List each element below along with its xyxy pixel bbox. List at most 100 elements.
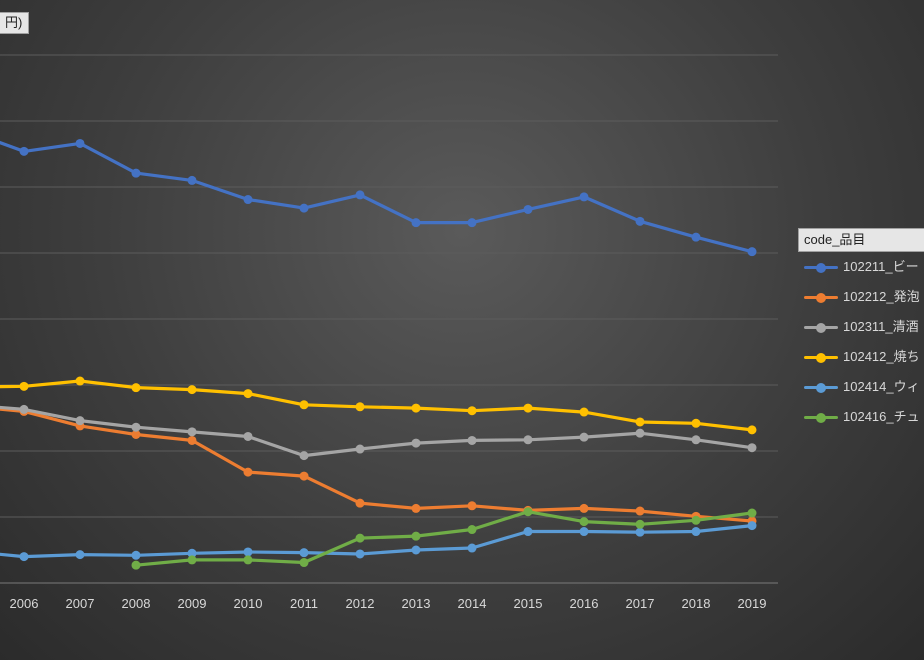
legend-label: 102212_発泡 <box>843 289 920 304</box>
data-point <box>299 203 309 213</box>
data-point <box>691 418 701 428</box>
data-point <box>691 232 701 242</box>
data-point <box>411 503 421 513</box>
legend-item[interactable]: 102412_焼ち <box>798 342 924 372</box>
data-point <box>747 247 757 257</box>
legend-swatch-icon <box>804 412 838 423</box>
data-point <box>299 548 309 558</box>
legend-item[interactable]: 102416_チュ <box>798 402 924 432</box>
data-point <box>131 560 141 570</box>
data-point <box>635 527 645 537</box>
data-point <box>523 435 533 445</box>
x-tick-label: 2011 <box>290 596 318 611</box>
x-tick-label: 2016 <box>570 596 599 611</box>
legend-swatch-icon <box>804 382 838 393</box>
data-point <box>187 548 197 558</box>
data-point <box>523 527 533 537</box>
legend-item[interactable]: 102212_発泡 <box>798 282 924 312</box>
data-point <box>243 389 253 399</box>
data-point <box>299 471 309 481</box>
data-point <box>131 168 141 178</box>
data-point <box>523 204 533 214</box>
data-point <box>579 407 589 417</box>
legend-swatch-icon <box>804 262 838 273</box>
data-point <box>467 501 477 511</box>
x-tick-label: 2012 <box>346 596 375 611</box>
series-line <box>135 510 753 567</box>
data-point <box>411 545 421 555</box>
legend-item[interactable]: 102414_ウィ <box>798 372 924 402</box>
data-point <box>467 218 477 228</box>
series-line <box>0 140 753 254</box>
gridlines <box>0 54 778 584</box>
data-point <box>75 138 85 148</box>
data-point <box>19 404 29 414</box>
data-point <box>187 427 197 437</box>
legend-swatch-icon <box>804 352 838 363</box>
data-point <box>19 146 29 156</box>
data-point <box>131 383 141 393</box>
data-point <box>579 192 589 202</box>
x-tick-label: 2014 <box>458 596 487 611</box>
series-102416 <box>131 507 757 570</box>
data-point <box>75 550 85 560</box>
data-point <box>579 517 589 527</box>
data-point <box>243 547 253 557</box>
x-tick-label: 2017 <box>626 596 655 611</box>
legend-label: 102211_ビー <box>843 259 919 274</box>
series-102211 <box>0 138 757 257</box>
data-point <box>635 519 645 529</box>
data-point <box>75 376 85 386</box>
legend-label: 102414_ウィ <box>843 379 920 394</box>
data-point <box>747 521 757 531</box>
x-tick-label: 2009 <box>178 596 207 611</box>
data-point <box>467 525 477 535</box>
legend-swatch-icon <box>804 292 838 303</box>
series-lines <box>0 138 757 570</box>
data-point <box>635 216 645 226</box>
data-point <box>635 428 645 438</box>
x-tick-label: 2018 <box>682 596 711 611</box>
x-tick-label: 2006 <box>10 596 39 611</box>
data-point <box>299 400 309 410</box>
data-point <box>355 444 365 454</box>
legend-label: 102412_焼ち <box>843 349 920 364</box>
legend-item[interactable]: 102211_ビー <box>798 252 924 282</box>
data-point <box>131 430 141 439</box>
data-point <box>411 531 421 541</box>
data-point <box>747 425 757 435</box>
x-tick-label: 2007 <box>66 596 95 611</box>
data-point <box>691 515 701 525</box>
data-point <box>131 422 141 432</box>
data-point <box>355 402 365 412</box>
data-point <box>691 527 701 537</box>
data-point <box>579 527 589 537</box>
data-point <box>355 498 365 508</box>
data-point <box>75 416 85 426</box>
x-tick-label: 2015 <box>514 596 543 611</box>
data-point <box>467 406 477 416</box>
data-point <box>355 549 365 559</box>
data-point <box>243 195 253 205</box>
data-point <box>299 558 309 568</box>
y-axis-unit-label: 円) <box>0 12 30 34</box>
data-point <box>131 550 141 560</box>
data-point <box>747 508 757 518</box>
data-point <box>467 435 477 445</box>
legend-title[interactable]: code_品目 <box>798 228 924 252</box>
legend: code_品目 102211_ビー 102212_発泡 102311_清酒 10… <box>798 228 924 432</box>
data-point <box>411 218 421 228</box>
data-point <box>355 190 365 200</box>
data-point <box>411 403 421 413</box>
data-point <box>635 417 645 427</box>
series-102414 <box>0 521 757 562</box>
legend-item[interactable]: 102311_清酒 <box>798 312 924 342</box>
data-point <box>187 555 197 565</box>
data-point <box>579 432 589 442</box>
data-point <box>243 431 253 441</box>
legend-label: 102416_チュ <box>843 409 920 424</box>
data-point <box>411 438 421 448</box>
legend-swatch-icon <box>804 322 838 333</box>
data-point <box>243 467 253 477</box>
